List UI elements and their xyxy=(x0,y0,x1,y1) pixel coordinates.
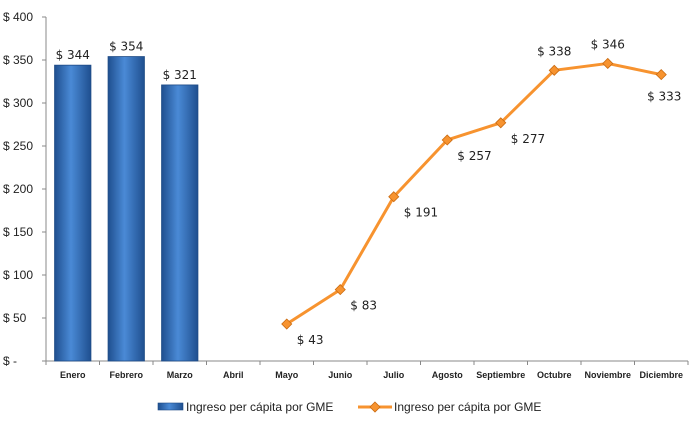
data-label: $ 333 xyxy=(647,90,681,104)
series-line xyxy=(285,61,662,326)
bar xyxy=(107,56,145,362)
line-marker xyxy=(281,318,293,330)
legend-swatch-marker xyxy=(369,401,381,413)
data-label: $ 191 xyxy=(404,206,438,220)
x-tick-label: Enero xyxy=(60,370,86,380)
x-tick-label: Noviembre xyxy=(584,370,631,380)
bar xyxy=(161,84,199,362)
y-tick-label: $ 50 xyxy=(3,311,27,325)
x-tick-label: Octubre xyxy=(537,370,572,380)
legend: Ingreso per cápita por GME Ingreso per cá… xyxy=(157,400,541,414)
x-tick-label: Septiembre xyxy=(476,370,525,380)
y-tick-label: $ 100 xyxy=(3,268,33,282)
y-tick-label: $ 200 xyxy=(3,182,33,196)
x-tick-label: Agosto xyxy=(432,370,463,380)
data-label: $ 277 xyxy=(511,132,545,146)
line-marker xyxy=(548,64,560,76)
y-tick-label: $ 250 xyxy=(3,139,33,153)
data-label: $ 338 xyxy=(537,44,571,58)
line-marker xyxy=(388,191,400,203)
x-tick-label: Diciembre xyxy=(639,370,683,380)
data-label: $ 346 xyxy=(591,37,625,51)
line-marker xyxy=(334,284,346,296)
x-tick-label: Julio xyxy=(383,370,405,380)
line-marker xyxy=(441,134,453,146)
legend-label-bar: Ingreso per cápita por GME xyxy=(186,400,333,414)
line-series xyxy=(281,57,667,330)
x-tick-label: Mayo xyxy=(275,370,299,380)
line-marker xyxy=(602,57,614,70)
line-marker xyxy=(495,117,507,129)
legend-label-line: Ingreso per cápita por GME xyxy=(394,400,541,414)
y-tick-label: $ 400 xyxy=(3,10,33,24)
data-label: $ 354 xyxy=(109,40,143,54)
x-tick-label: Febrero xyxy=(109,370,143,380)
x-tick-label: Junio xyxy=(328,370,353,380)
line-marker xyxy=(655,69,667,81)
axes: $ - $ 50 $ 100 $ 150 $ 200 $ 250 $ 300 $ 350 $ 4… xyxy=(3,10,689,380)
bar xyxy=(54,64,92,362)
x-tick-label: Abril xyxy=(223,370,244,380)
bar-series xyxy=(54,56,199,362)
data-label: $ 321 xyxy=(163,68,197,82)
y-tick-label: $ 350 xyxy=(3,53,33,67)
y-tick-label: $ 150 xyxy=(3,225,33,239)
data-label: $ 43 xyxy=(297,333,324,347)
data-labels: $ 344 $ 354 $ 321 $ 43 $ 83 $ 191 $ 257 $ 277 $ … xyxy=(56,37,682,347)
data-label: $ 344 xyxy=(56,48,90,62)
x-tick-label: Marzo xyxy=(167,370,194,380)
legend-swatch-bar xyxy=(157,402,184,411)
data-label: $ 83 xyxy=(350,299,377,313)
data-label: $ 257 xyxy=(457,149,491,163)
y-tick-label: $ 300 xyxy=(3,96,33,110)
y-tick-label: $ - xyxy=(3,354,17,368)
